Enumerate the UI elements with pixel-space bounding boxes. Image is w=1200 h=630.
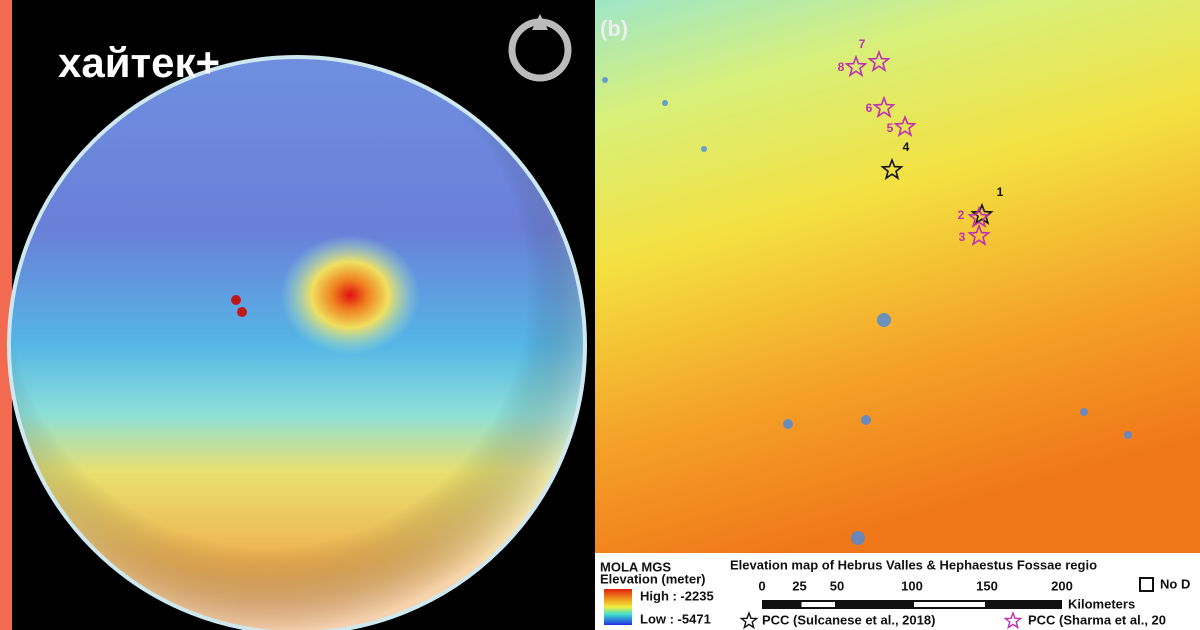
legend-title: Elevation map of Hebrus Valles & Hephaes…	[730, 557, 1097, 572]
site-label: 2	[958, 208, 965, 222]
globe-rim	[7, 55, 587, 630]
legend-pcc-magenta: PCC (Sharma et al., 20	[1028, 612, 1166, 627]
site-label: 8	[838, 60, 845, 74]
logo: хайтек+	[58, 39, 220, 86]
legend-star	[739, 611, 759, 630]
scale-tick-label: 50	[830, 578, 844, 593]
panel-label: (b)	[600, 16, 628, 41]
site-star	[880, 157, 904, 180]
legend-low: Low : -5471	[640, 611, 711, 626]
site-label: 5	[887, 121, 894, 135]
no-data-box	[1139, 577, 1154, 592]
legend-no-data: No D	[1160, 576, 1190, 591]
legend-source: MOLA MGS	[600, 559, 671, 574]
legend-elevation: Elevation (meter)	[600, 571, 705, 586]
legend-star	[1003, 611, 1023, 630]
scale-tick-label: 100	[901, 578, 923, 593]
scale-tick-label: 200	[1051, 578, 1073, 593]
elevation-map	[595, 0, 1200, 553]
legend-box	[595, 553, 1200, 630]
scale-tick-label: 25	[792, 578, 806, 593]
site-star	[967, 223, 991, 246]
site-label: 6	[866, 101, 873, 115]
accent-stripe	[0, 0, 12, 630]
site-star	[867, 49, 891, 72]
scale-tick-label: 150	[976, 578, 998, 593]
scale-segment	[801, 602, 835, 607]
site-star	[844, 54, 868, 77]
globe-marker	[231, 295, 247, 317]
scale-unit: Kilometers	[1068, 596, 1135, 611]
site-star	[893, 114, 917, 137]
scale-segment	[914, 602, 985, 607]
site-label: 1	[997, 185, 1004, 199]
legend-high: High : -2235	[640, 588, 714, 603]
site-star	[872, 95, 896, 118]
site-star	[970, 202, 994, 225]
scale-bar	[762, 600, 1062, 609]
compass-arrow	[532, 14, 548, 30]
legend-pcc-black: PCC (Sulcanese et al., 2018)	[762, 612, 935, 627]
site-star	[967, 205, 991, 228]
compass	[508, 18, 572, 82]
scale-tick-label: 0	[758, 578, 765, 593]
site-label: 3	[959, 230, 966, 244]
site-label: 4	[903, 140, 910, 154]
site-label: 7	[859, 37, 866, 51]
crater-dots	[602, 77, 1132, 545]
color-ramp	[604, 589, 632, 625]
